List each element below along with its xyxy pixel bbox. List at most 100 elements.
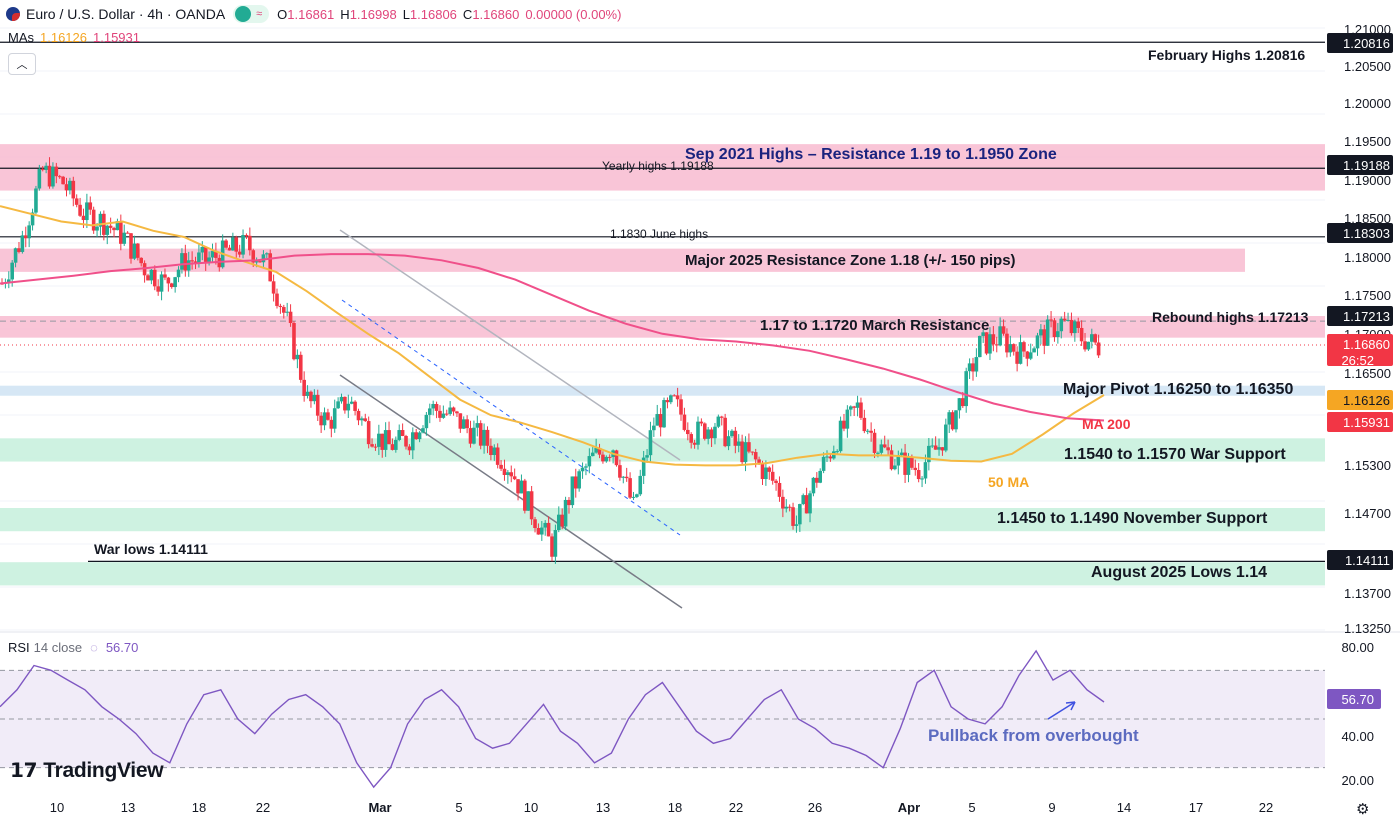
candle-body [326,412,330,420]
candle-body [98,213,103,227]
candle-body [166,277,171,284]
candle-body [818,470,823,483]
candle-body [1039,329,1043,336]
candle-body [54,166,59,177]
price-badge-label: 1.19188 [1343,158,1390,173]
euro-flag-icon [6,7,20,21]
candle-body [808,493,812,514]
candle-body [523,480,527,511]
price-tick-label: 1.18500 [1344,211,1391,226]
candle-body [736,441,741,446]
candle-body [529,491,534,520]
price-tick-label: 1.13250 [1344,621,1391,636]
candle-body [360,418,364,421]
candle-body [373,446,378,448]
time-tick-label: 13 [121,800,135,815]
channel-lower-line [339,374,683,609]
candle-body [475,423,480,428]
candle-body [339,396,344,402]
candle-body [315,394,320,416]
yearly-highs-label: Yearly highs 1.19188 [602,159,714,173]
candle-body [451,407,456,412]
candle-body [254,261,259,263]
rsi-legend[interactable]: RSI 14 close ◌ 56.70 [8,640,138,655]
candle-body [1096,342,1101,356]
tradingview-logo[interactable]: 𝟭𝟳 TradingView [10,758,164,783]
rsi-label: RSI [8,640,30,655]
candle-body [631,496,636,498]
candle-body [1025,351,1030,359]
ma-legend-label: MAs [8,30,34,45]
candle-body [489,445,493,456]
candle-body [794,524,799,526]
candle-body [740,441,744,463]
candle-body [1079,327,1084,342]
candle-body [597,447,602,455]
candle-body [635,494,639,497]
tradingview-mark-icon: 𝟭𝟳 [10,760,38,782]
candle-body [394,439,398,450]
candle-body [1001,326,1006,334]
candle-body [811,477,816,494]
candle-body [278,305,283,308]
candle-body [407,446,412,451]
candle-body [648,430,653,456]
candle-body [652,425,656,431]
candle-body [835,451,839,453]
time-tick-label: 5 [455,800,462,815]
candle-body [696,421,700,445]
time-tick-label: 5 [968,800,975,815]
rsi-settings-icon[interactable]: ◌ [90,640,98,655]
candle-body [733,430,738,446]
candle-body [322,412,327,426]
candle-body [927,445,931,463]
collapse-legend-button[interactable]: ︿ [8,53,36,75]
candle-body [550,536,554,557]
price-badge-label: 1.16860 [1343,337,1390,352]
price-badge-last-price [1327,334,1393,366]
candle-body [377,433,381,447]
time-tick-label: 10 [50,800,64,815]
symbol-title[interactable]: Euro / U.S. Dollar · 4h · OANDA [26,6,226,22]
candle-body [366,421,371,445]
candle-body [234,237,239,252]
candle-body [967,363,972,372]
candle-body [903,452,907,475]
candle-body [730,430,734,437]
candle-body [142,263,147,276]
candle-body [753,452,758,460]
rsi-tick-label: 40.00 [1341,729,1374,744]
candle-body [224,240,228,248]
candle-body [285,311,289,313]
time-tick-label: 13 [596,800,610,815]
war-support-label: 1.1540 to 1.1570 War Support [1064,446,1286,463]
candle-body [920,478,924,480]
candle-body [10,262,14,280]
candle-body [478,423,483,446]
candle-body [207,257,211,262]
gear-icon[interactable]: ⚙ [1356,801,1370,818]
candle-body [556,514,561,531]
major-2025-zone-label: Major 2025 Resistance Zone 1.18 (+/- 150… [685,252,1016,269]
candle-body [47,165,52,187]
candle-body [190,260,194,262]
candle-body [349,401,354,404]
candle-body [231,237,235,251]
candle-body [380,433,385,450]
candle-body [281,307,286,313]
time-tick-label: 10 [524,800,538,815]
candle-body [662,400,666,428]
ma-legend[interactable]: MAs 1.16126 1.15931 [8,30,140,45]
candle-body [1049,319,1053,321]
candle-body [886,447,890,451]
price-badge-yearly-highs [1327,155,1393,175]
candle-body [455,411,459,414]
candle-body [183,253,188,271]
market-status-pill[interactable]: ≈ [233,5,270,23]
candle-body [587,456,592,467]
candle-body [1005,333,1009,353]
candle-body [169,283,174,288]
candle-body [91,209,96,231]
candle-body [506,472,510,475]
